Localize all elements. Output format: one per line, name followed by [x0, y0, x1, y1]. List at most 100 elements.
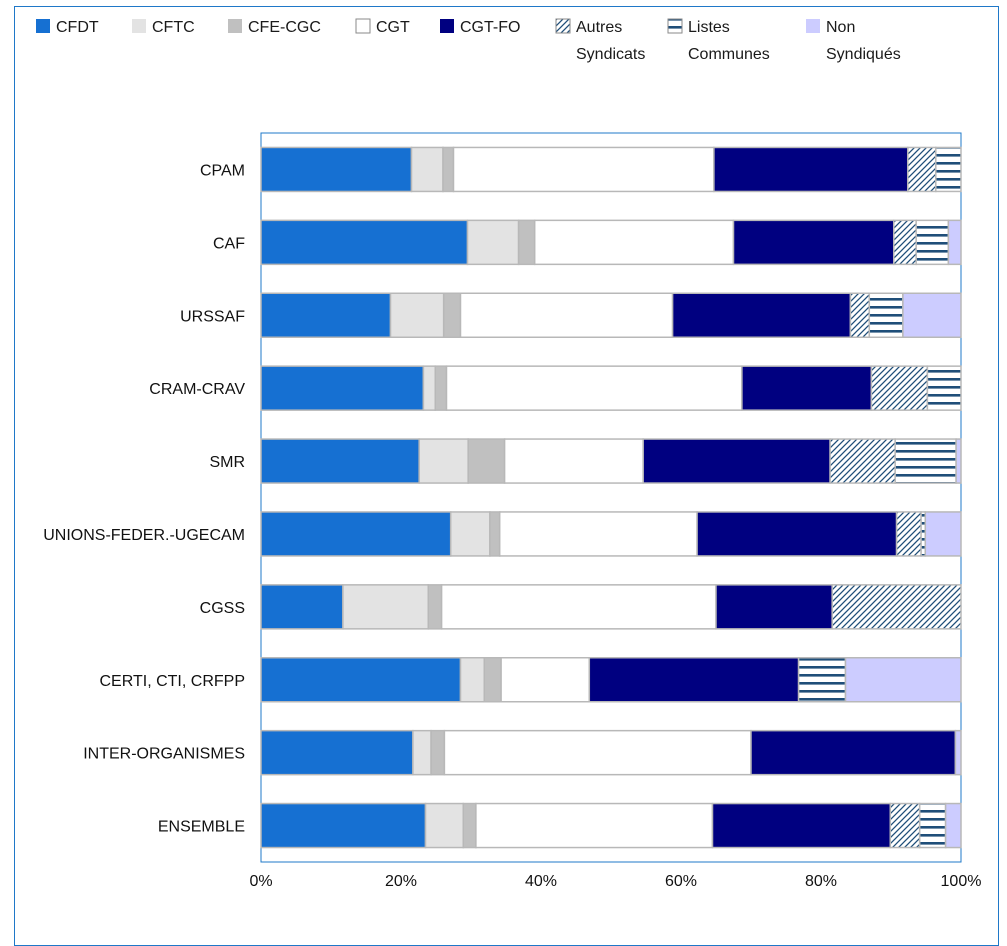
bar-ensemble-autres-syndicats	[889, 802, 921, 849]
bar-caf-autres-syndicats	[893, 219, 917, 266]
legend-label-listes-communes-line2: Communes	[688, 46, 770, 63]
bar-cpam-cgt-fo	[713, 146, 909, 193]
bar-smr-cftc	[418, 438, 469, 484]
x-tick-label-40: 40%	[525, 873, 557, 890]
legend-label-non-syndiqu-s: Non	[826, 19, 855, 36]
bar-unions-feder-ugecam-non-syndiqu-s	[924, 511, 962, 557]
bar-certi-cti-crfpp-listes-communes	[797, 657, 847, 703]
bar-smr-cfdt	[260, 438, 420, 484]
bar-cgss-cfdt	[260, 584, 344, 630]
bar-unions-feder-ugecam-cfdt	[260, 511, 452, 557]
bar-smr-listes-communes	[894, 438, 957, 484]
legend-label-cfdt: CFDT	[56, 19, 99, 36]
bar-ensemble-cgt-fo	[711, 802, 892, 849]
bar-smr-autres-syndicats	[829, 438, 896, 484]
legend: CFDT CFTC CFE-CGC CGT CGT-FO Autres Syndicats L…	[36, 18, 901, 63]
bar-ensemble-non-syndiqu-s	[944, 802, 962, 849]
bar-urssaf-non-syndiqu-s	[902, 292, 962, 338]
category-label-smr: SMR	[209, 454, 245, 471]
bar-unions-feder-ugecam-cftc	[449, 511, 491, 557]
bar-ensemble-cfdt	[260, 802, 427, 849]
legend-label-cfe-cgc: CFE-CGC	[248, 19, 321, 36]
category-label-cram-crav: CRAM-CRAV	[149, 381, 245, 398]
bar-caf-cftc	[466, 219, 520, 266]
bar-urssaf-autres-syndicats	[849, 292, 871, 338]
bar-urssaf-cfdt	[260, 292, 392, 338]
bar-cpam-cfdt	[260, 146, 413, 193]
category-label-urssaf: URSSAF	[180, 308, 245, 325]
bar-cram-crav-cftc	[422, 365, 437, 411]
legend-swatch-cgt-fo	[440, 19, 454, 33]
bar-unions-feder-ugecam-cfe-cgc	[489, 511, 501, 557]
bar-unions-feder-ugecam-cgt	[498, 511, 698, 557]
bar-certi-cti-crfpp-cgt	[500, 657, 591, 703]
bar-caf-cgt	[533, 219, 735, 266]
bar-cgss-cgt	[440, 584, 717, 630]
bar-certi-cti-crfpp-cfdt	[260, 657, 462, 703]
x-tick-label-0: 0%	[249, 873, 272, 890]
bar-cram-crav-cfdt	[260, 365, 425, 411]
bar-unions-feder-ugecam-cgt-fo	[696, 511, 898, 557]
x-tick-label-20: 20%	[385, 873, 417, 890]
category-label-cpam: CPAM	[200, 162, 245, 179]
bar-cram-crav-autres-syndicats	[870, 365, 929, 411]
bar-urssaf-cfe-cgc	[442, 292, 462, 338]
category-label-ensemble: ENSEMBLE	[158, 819, 245, 836]
bar-ensemble-cftc	[424, 802, 465, 849]
bar-cram-crav-cgt	[445, 365, 743, 411]
bar-cgss-cftc	[342, 584, 430, 630]
x-tick-label-100: 100%	[941, 873, 982, 890]
bar-inter-organismes-cfdt	[260, 729, 414, 776]
bar-inter-organismes-cgt-fo	[750, 729, 957, 776]
category-label-caf: CAF	[213, 235, 245, 252]
category-labels: CPAM CAF URSSAF CRAM-CRAV SMR UNIONS-FEDER.-U…	[43, 162, 245, 835]
bar-cgss-cfe-cgc	[427, 584, 443, 630]
bar-caf-non-syndiqu-s	[947, 219, 962, 266]
bar-certi-cti-crfpp-cgt-fo	[588, 657, 800, 703]
bar-inter-organismes-cgt	[443, 729, 752, 776]
bar-cpam-cftc	[410, 146, 444, 193]
bars	[260, 146, 962, 849]
legend-swatch-autres-syndicats	[555, 18, 571, 34]
legend-label-cgt: CGT	[376, 19, 410, 36]
bar-certi-cti-crfpp-cftc	[459, 657, 486, 703]
bar-certi-cti-crfpp-non-syndiqu-s	[844, 657, 962, 703]
bar-ensemble-cfe-cgc	[462, 802, 477, 849]
legend-label-listes-communes: Listes	[688, 19, 730, 36]
bar-smr-non-syndiqu-s	[955, 438, 962, 484]
bar-ensemble-listes-communes	[918, 802, 947, 849]
legend-swatch-cfe-cgc	[228, 19, 242, 33]
bar-urssaf-cgt	[459, 292, 674, 338]
bar-urssaf-cgt-fo	[671, 292, 852, 338]
legend-label-autres-syndicats-line2: Syndicats	[576, 46, 645, 63]
bar-smr-cfe-cgc	[467, 438, 506, 484]
x-tick-label-60: 60%	[665, 873, 697, 890]
legend-swatch-cftc	[132, 19, 146, 33]
bar-inter-organismes-cftc	[412, 729, 432, 776]
x-axis: 0% 20% 40% 60% 80% 100%	[249, 873, 981, 890]
plot-area	[260, 132, 962, 863]
bar-cpam-cgt	[452, 146, 715, 193]
bar-urssaf-cftc	[389, 292, 445, 338]
legend-swatch-cgt	[355, 18, 371, 34]
bar-caf-listes-communes	[915, 219, 950, 266]
bar-caf-cfe-cgc	[517, 219, 536, 266]
legend-swatch-listes-communes	[667, 18, 683, 34]
category-label-unions-feder-ugecam: UNIONS-FEDER.-UGECAM	[43, 527, 245, 544]
bar-cgss-autres-syndicats	[831, 584, 962, 630]
bar-cgss-cgt-fo	[715, 584, 833, 630]
category-label-certi-cti-crfpp: CERTI, CTI, CRFPP	[100, 673, 246, 690]
bar-cram-crav-cgt-fo	[741, 365, 873, 411]
legend-label-non-syndiqu-s-line2: Syndiqués	[826, 46, 901, 63]
bar-cram-crav-listes-communes	[926, 365, 962, 411]
category-label-cgss: CGSS	[200, 600, 245, 617]
legend-swatch-cfdt	[36, 19, 50, 33]
bar-inter-organismes-cfe-cgc	[430, 729, 446, 776]
bar-smr-cgt	[503, 438, 644, 484]
stacked-bar-chart: CFDT CFTC CFE-CGC CGT CGT-FO Autres Syndicats L…	[36, 18, 981, 890]
legend-label-autres-syndicats: Autres	[576, 19, 622, 36]
bar-certi-cti-crfpp-cfe-cgc	[483, 657, 502, 703]
bar-ensemble-cgt	[475, 802, 714, 849]
bar-cram-crav-cfe-cgc	[434, 365, 448, 411]
bar-cpam-cfe-cgc	[442, 146, 455, 193]
